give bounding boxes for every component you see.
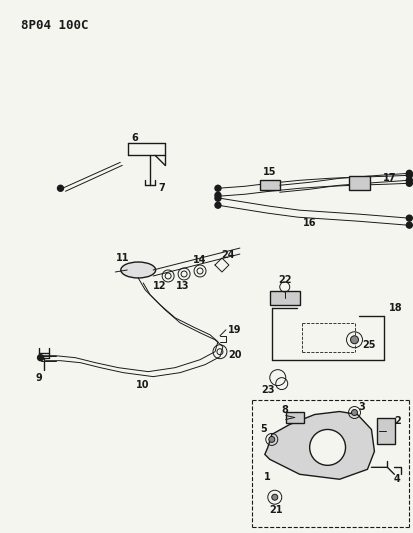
Circle shape <box>405 215 411 221</box>
Circle shape <box>214 185 221 191</box>
Text: 11: 11 <box>115 253 129 263</box>
Text: 16: 16 <box>302 218 316 228</box>
Bar <box>348 176 370 190</box>
Text: 19: 19 <box>228 325 241 335</box>
Text: 25: 25 <box>362 340 375 350</box>
Text: 8P04 100C: 8P04 100C <box>21 19 88 32</box>
Circle shape <box>214 202 221 208</box>
Circle shape <box>351 409 357 416</box>
Text: 1: 1 <box>264 472 271 482</box>
Text: 5: 5 <box>260 424 266 434</box>
Circle shape <box>38 354 43 361</box>
Circle shape <box>214 195 221 201</box>
Circle shape <box>271 494 277 500</box>
Circle shape <box>405 222 411 228</box>
Text: 6: 6 <box>132 133 138 143</box>
Text: 2: 2 <box>393 416 400 426</box>
Circle shape <box>405 172 411 179</box>
Circle shape <box>268 437 274 442</box>
Text: 9: 9 <box>35 373 42 383</box>
Text: 8: 8 <box>280 405 287 415</box>
Circle shape <box>350 336 358 344</box>
Text: 10: 10 <box>135 379 149 390</box>
Bar <box>269 291 299 305</box>
Text: 4: 4 <box>393 474 400 484</box>
Bar <box>377 418 394 445</box>
Polygon shape <box>264 411 373 479</box>
Text: 18: 18 <box>389 303 402 313</box>
Text: 14: 14 <box>193 255 206 265</box>
Text: 12: 12 <box>153 281 166 291</box>
Circle shape <box>309 430 345 465</box>
Circle shape <box>405 171 411 176</box>
Bar <box>285 411 303 424</box>
Circle shape <box>57 185 63 191</box>
Text: 23: 23 <box>261 385 274 394</box>
Circle shape <box>214 192 221 198</box>
Text: 20: 20 <box>228 350 241 360</box>
Text: 7: 7 <box>159 183 165 193</box>
Circle shape <box>405 180 411 186</box>
Text: 17: 17 <box>382 173 395 183</box>
Bar <box>259 180 279 190</box>
Text: 3: 3 <box>357 401 364 411</box>
Text: 21: 21 <box>268 505 282 515</box>
Text: 24: 24 <box>221 250 234 260</box>
Ellipse shape <box>121 262 155 278</box>
Text: 22: 22 <box>277 275 291 285</box>
Text: 15: 15 <box>262 167 276 177</box>
Text: 13: 13 <box>176 281 190 291</box>
Circle shape <box>405 177 411 183</box>
